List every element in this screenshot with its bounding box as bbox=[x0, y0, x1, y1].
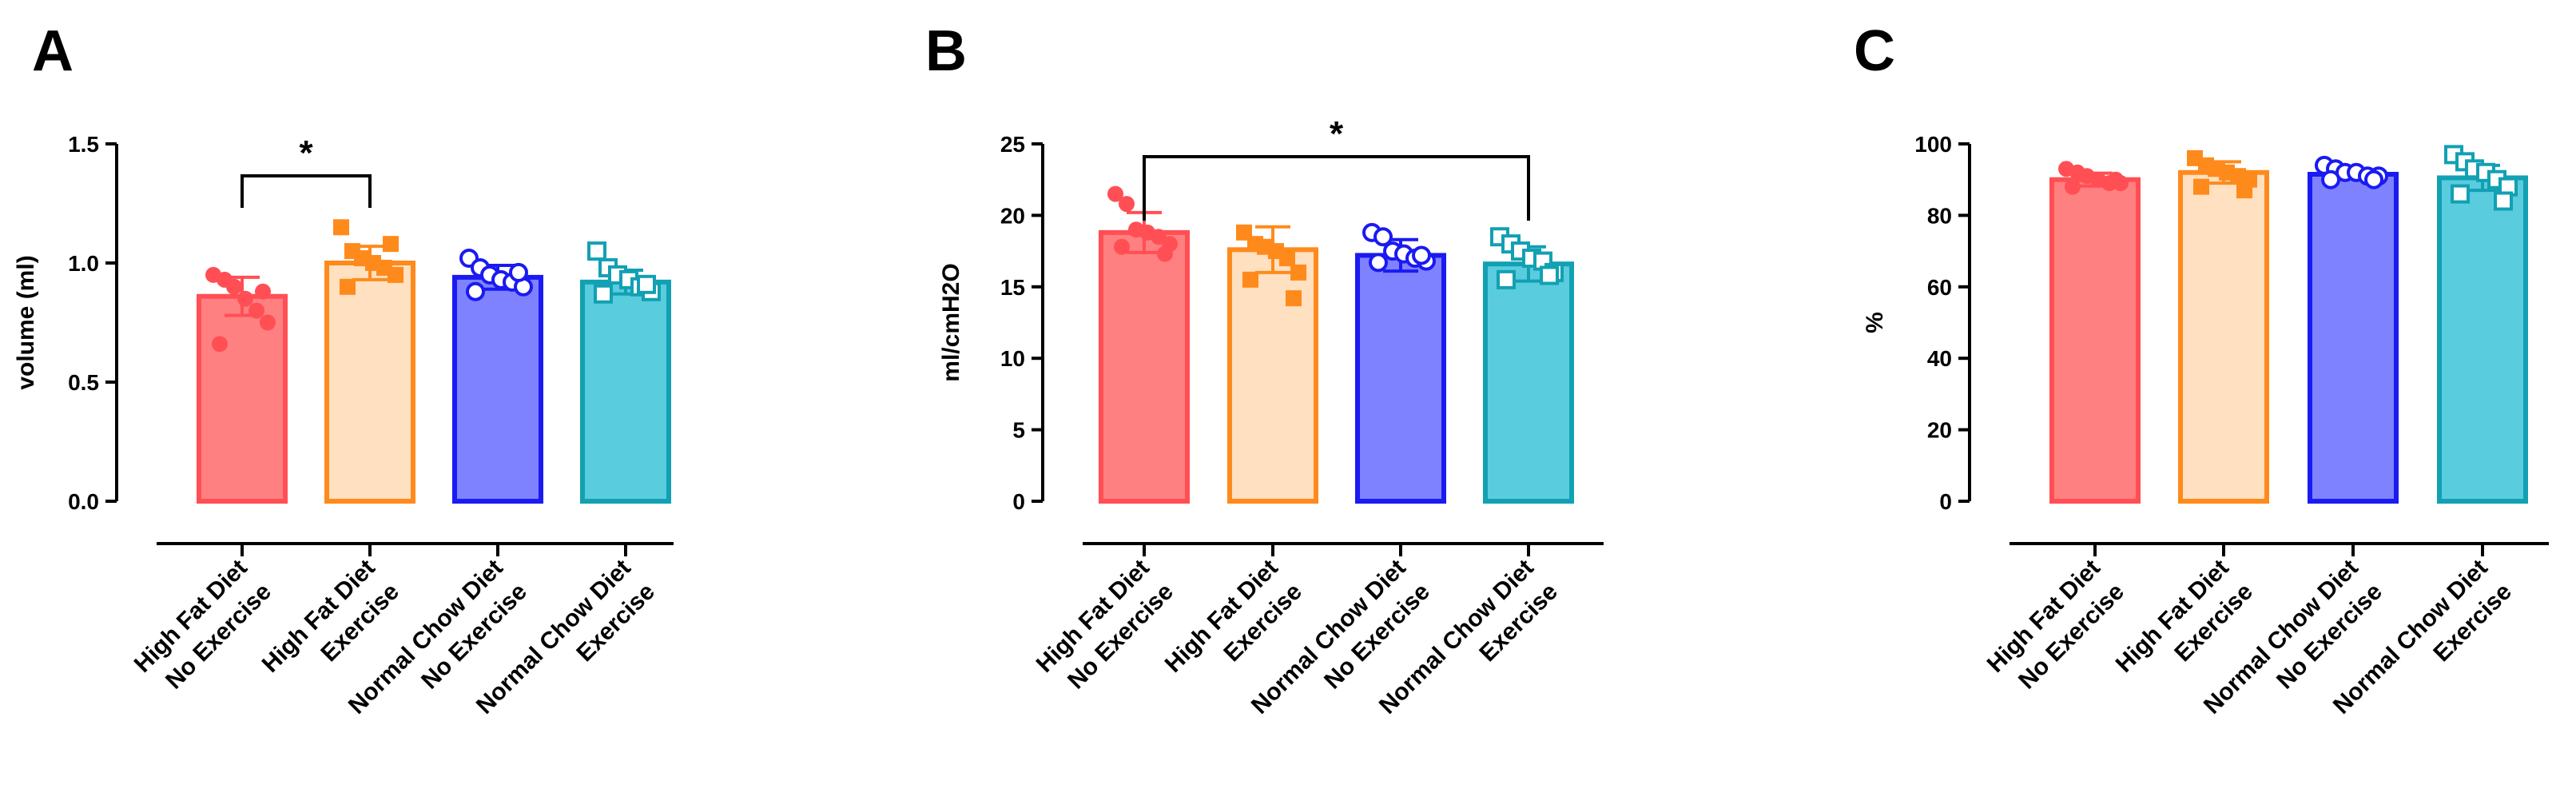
bar bbox=[1099, 229, 1190, 504]
data-point bbox=[2451, 184, 2470, 204]
data-point bbox=[1373, 227, 1393, 247]
y-axis-label: volume (ml) bbox=[13, 255, 39, 389]
bar bbox=[2308, 171, 2399, 504]
panel-letter: B bbox=[925, 19, 967, 83]
y-tick-label: 25 bbox=[1000, 132, 1025, 157]
data-point bbox=[248, 302, 264, 319]
y-tick-label: 10 bbox=[1000, 346, 1025, 371]
data-point bbox=[637, 274, 656, 294]
data-point bbox=[383, 236, 399, 253]
y-tick-label: 100 bbox=[1914, 132, 1952, 157]
y-tick-label: 20 bbox=[1927, 418, 1952, 443]
data-point bbox=[1107, 185, 1123, 202]
significance-bracket bbox=[1143, 155, 1530, 221]
data-point bbox=[212, 336, 228, 353]
y-tick-label: 80 bbox=[1927, 203, 1952, 228]
y-axis-label: % bbox=[1862, 312, 1888, 333]
data-point bbox=[1290, 264, 1306, 281]
data-point bbox=[333, 219, 349, 236]
data-point bbox=[260, 314, 276, 331]
data-point bbox=[1369, 253, 1388, 273]
bar bbox=[2178, 169, 2269, 504]
data-point bbox=[340, 278, 356, 295]
bar bbox=[324, 261, 415, 504]
data-point bbox=[587, 241, 606, 261]
data-point bbox=[2236, 182, 2252, 199]
data-point bbox=[2494, 191, 2513, 211]
data-point bbox=[255, 283, 271, 300]
data-point bbox=[2193, 178, 2209, 195]
y-tick-label: 1.0 bbox=[68, 251, 99, 276]
bar bbox=[580, 279, 671, 504]
significance-label: * bbox=[1330, 114, 1344, 153]
data-point bbox=[1497, 269, 1516, 289]
data-point bbox=[226, 278, 242, 295]
panel-letter: A bbox=[32, 19, 74, 83]
data-point bbox=[1412, 245, 1431, 265]
bar bbox=[1355, 253, 1446, 504]
data-point bbox=[1540, 265, 1559, 285]
significance-label: * bbox=[299, 133, 313, 173]
data-point bbox=[509, 262, 528, 282]
data-point bbox=[466, 281, 485, 301]
y-tick-label: 1.5 bbox=[68, 132, 99, 157]
panel-letter: C bbox=[1854, 19, 1895, 83]
data-point bbox=[388, 266, 403, 283]
data-point bbox=[1286, 290, 1302, 307]
data-point bbox=[1279, 250, 1295, 267]
bar bbox=[2437, 175, 2528, 504]
y-tick-label: 5 bbox=[1012, 418, 1025, 443]
y-tick-label: 20 bbox=[1000, 203, 1025, 228]
data-point bbox=[2108, 171, 2124, 188]
y-tick-label: 40 bbox=[1927, 346, 1952, 371]
y-axis-label: ml/cmH2O bbox=[938, 263, 964, 381]
data-point bbox=[1119, 196, 1135, 213]
y-tick-label: 60 bbox=[1927, 275, 1952, 300]
data-point bbox=[2065, 178, 2081, 195]
y-tick-label: 0 bbox=[1939, 489, 1952, 514]
data-point bbox=[237, 290, 253, 307]
data-point bbox=[1114, 238, 1130, 255]
y-tick-label: 0.5 bbox=[68, 370, 99, 395]
y-tick-label: 0.0 bbox=[68, 489, 99, 514]
significance-bracket bbox=[241, 174, 372, 208]
data-point bbox=[2321, 169, 2340, 189]
data-point bbox=[1157, 245, 1173, 262]
y-tick-label: 15 bbox=[1000, 275, 1025, 300]
bar bbox=[452, 274, 543, 504]
data-point bbox=[594, 284, 613, 304]
bar bbox=[1483, 261, 1574, 504]
data-point bbox=[2364, 169, 2383, 189]
data-point bbox=[1242, 271, 1258, 288]
y-tick-label: 0 bbox=[1012, 489, 1025, 514]
bar bbox=[2049, 177, 2141, 504]
